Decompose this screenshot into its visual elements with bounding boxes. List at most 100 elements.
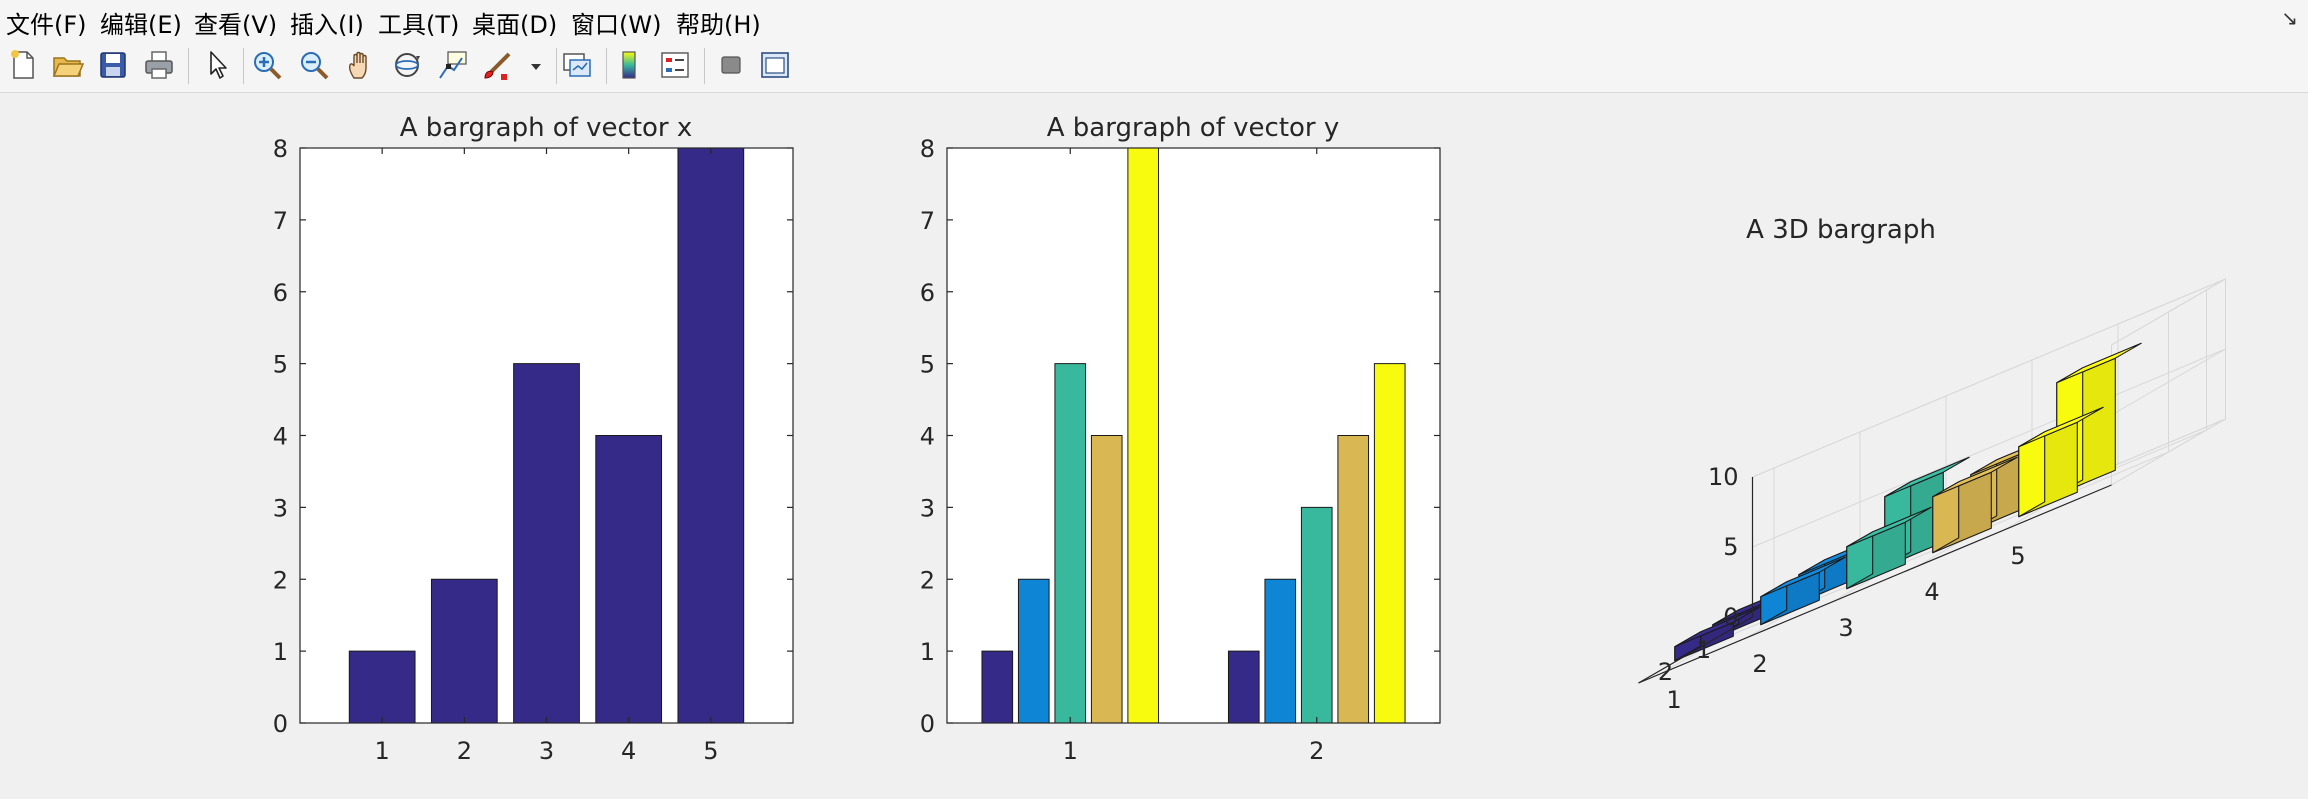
- chart-vector-x: 0 1 2 3 4 5 6 7 8 1 2 3 4 5 A bargraph of vector x: [273, 113, 794, 765]
- bar: [1127, 147, 1160, 724]
- x-tick-label: 2: [457, 737, 472, 765]
- y-tick-label: 2: [920, 566, 935, 594]
- y-tick-label: 5: [273, 351, 288, 379]
- y-tick-label: 1: [273, 638, 288, 666]
- bar3: [1674, 606, 1760, 662]
- zoom-in-icon[interactable]: [250, 48, 284, 82]
- menu-desktop[interactable]: 桌面(D): [472, 11, 558, 39]
- bar: [1264, 578, 1297, 724]
- hide-plot-tools-icon[interactable]: [714, 48, 748, 82]
- menu-edit[interactable]: 编辑(E): [100, 11, 182, 39]
- brush-dropdown-icon[interactable]: [526, 48, 546, 82]
- pointer-icon[interactable]: [200, 48, 234, 82]
- bar: [1300, 506, 1333, 724]
- figure-toolbar: [0, 40, 2308, 93]
- bar: [430, 578, 498, 724]
- x-tick-label: 4: [621, 737, 636, 765]
- toolbar-separator: [704, 48, 705, 84]
- chart-title: A bargraph of vector x: [400, 113, 693, 143]
- row-tick-label: 2: [1658, 658, 1673, 686]
- toolbar-separator: [556, 48, 557, 84]
- z-gridline: [1752, 348, 2226, 548]
- bar: [677, 147, 745, 724]
- z-tick-label: 5: [1723, 533, 1738, 561]
- link-plot-icon[interactable]: [560, 48, 594, 82]
- col-tick-label: 1: [1666, 686, 1681, 714]
- menu-insert[interactable]: 插入(I): [290, 11, 364, 39]
- y-tick-label: 7: [920, 207, 935, 235]
- bar3-top: [2018, 406, 2104, 448]
- bar3: [1932, 456, 2018, 554]
- bar: [1054, 363, 1087, 724]
- bar3-top: [1846, 506, 1932, 548]
- col-tick-label: 5: [2010, 542, 2025, 570]
- bar-group: [348, 147, 745, 724]
- bar-group: [981, 147, 1406, 724]
- bar: [595, 435, 663, 724]
- print-icon[interactable]: [142, 48, 176, 82]
- y-tick-label: 8: [920, 135, 935, 163]
- toolbar-separator: [243, 48, 244, 84]
- rotate-3d-icon[interactable]: [390, 48, 424, 82]
- y-tick-label: 6: [273, 279, 288, 307]
- y-tick-label: 1: [920, 638, 935, 666]
- col-tick-label: 2: [1752, 650, 1767, 678]
- legend-icon[interactable]: [658, 48, 692, 82]
- save-icon[interactable]: [96, 48, 130, 82]
- chart-title: A 3D bargraph: [1746, 215, 1936, 245]
- toolbar-separator: [606, 48, 607, 84]
- z-gridline: [1752, 278, 2226, 478]
- y-tick-label: 5: [920, 351, 935, 379]
- y-tick-label: 4: [920, 423, 935, 451]
- bar: [1227, 650, 1260, 724]
- show-plot-tools-icon[interactable]: [758, 48, 792, 82]
- menu-bar: 文件(F) 编辑(E) 查看(V) 插入(I) 工具(T) 桌面(D) 窗口(W…: [0, 0, 2308, 40]
- row-axis-line: [1638, 616, 1753, 684]
- y-axis: 0 1 2 3 4 5 6 7 8: [920, 135, 1440, 738]
- y-tick-label: 0: [273, 710, 288, 738]
- menu-window[interactable]: 窗口(W): [571, 11, 662, 39]
- zoom-out-icon[interactable]: [297, 48, 331, 82]
- z-tick-label: 0: [1723, 603, 1738, 631]
- y-tick-label: 3: [920, 494, 935, 522]
- col-tick-label: 3: [1838, 614, 1853, 642]
- new-file-icon[interactable]: [6, 48, 40, 82]
- y-tick-label: 0: [920, 710, 935, 738]
- col-axis-line: [1638, 484, 2112, 684]
- z-tick-label: 10: [1708, 463, 1739, 491]
- y-tick-label: 2: [273, 566, 288, 594]
- x-tick-label: 5: [703, 737, 718, 765]
- menu-file[interactable]: 文件(F): [6, 11, 87, 39]
- pan-hand-icon[interactable]: [344, 48, 378, 82]
- x-tick-label: 2: [1309, 737, 1324, 765]
- row-tick-label: 1: [1696, 636, 1711, 664]
- brush-icon[interactable]: [481, 48, 515, 82]
- y-tick-label: 8: [273, 135, 288, 163]
- bar3-top: [1932, 456, 2018, 498]
- y-tick-label: 7: [273, 207, 288, 235]
- x-tick-label: 3: [539, 737, 554, 765]
- toolbar-separator: [188, 48, 189, 84]
- x-gridline: [2003, 324, 2119, 531]
- menu-help[interactable]: 帮助(H): [676, 11, 761, 39]
- x-tick-label: 1: [1063, 737, 1078, 765]
- menu-view[interactable]: 查看(V): [194, 11, 278, 39]
- colorbar-icon[interactable]: [612, 48, 646, 82]
- x-axis: 1 2 3 4 5: [375, 148, 718, 765]
- y-tick-label: 3: [273, 494, 288, 522]
- menu-tools[interactable]: 工具(T): [378, 11, 460, 39]
- bar3-top: [1884, 456, 1970, 498]
- bar3-top: [1760, 556, 1846, 598]
- bar3-top: [2056, 342, 2142, 384]
- dock-arrow-icon[interactable]: ↘: [2281, 6, 2298, 30]
- bar: [1090, 435, 1123, 724]
- data-cursor-icon[interactable]: [436, 48, 470, 82]
- col-tick-label: 4: [1924, 578, 1939, 606]
- open-folder-icon[interactable]: [51, 48, 85, 82]
- bar3-group: [1674, 342, 2142, 662]
